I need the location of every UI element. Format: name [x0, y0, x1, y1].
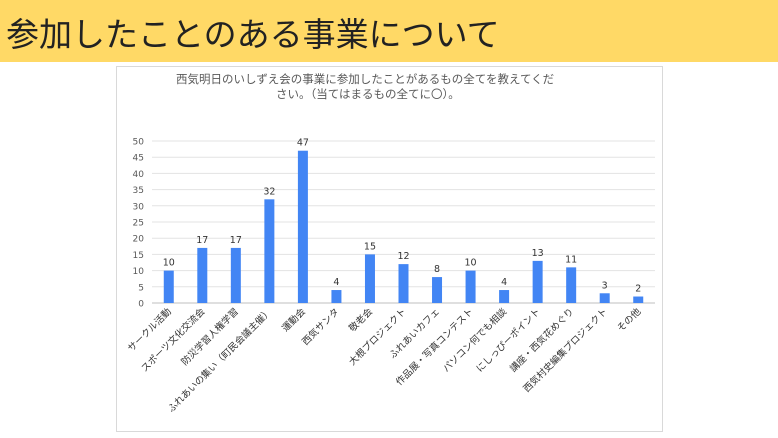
data-label: 15: [364, 241, 376, 252]
x-tick-label: にしっぴーポイント: [475, 306, 543, 374]
bar: [566, 267, 577, 303]
y-tick-label: 40: [133, 170, 145, 180]
bar: [331, 290, 342, 303]
data-label: 10: [465, 258, 477, 269]
bar: [230, 247, 241, 303]
x-tick-label: 防災学習人権学習: [179, 306, 241, 368]
page-title: 参加したことのある事業について: [6, 15, 500, 54]
y-tick-label: 30: [133, 202, 145, 212]
bar: [465, 270, 476, 303]
y-tick-label: 0: [138, 300, 144, 310]
data-label: 17: [196, 235, 208, 246]
bar: [297, 150, 308, 303]
x-tick-label: パソコン何でも相談: [440, 305, 509, 374]
data-label: 10: [163, 258, 175, 269]
data-label: 11: [565, 254, 577, 265]
x-tick-label: 運動会: [279, 305, 308, 334]
bar: [499, 290, 510, 303]
y-tick-label: 35: [133, 186, 144, 196]
bar: [364, 254, 375, 303]
data-label: 32: [263, 186, 275, 197]
y-tick-label: 45: [133, 154, 144, 164]
bar: [163, 270, 174, 303]
data-label: 12: [397, 251, 409, 262]
x-tick-label: その他: [615, 305, 644, 334]
y-tick-label: 15: [133, 251, 144, 261]
y-tick-label: 50: [133, 138, 145, 148]
chart-title-line-1: 西気明日のいしずえ会の事業に参加したことがあるもの全てを教えてくだ: [176, 72, 555, 86]
chart-title: 西気明日のいしずえ会の事業に参加したことがあるもの全てを教えてくだ さい。（当て…: [176, 72, 606, 102]
data-label: 3: [602, 280, 608, 291]
y-tick-label: 5: [138, 283, 144, 293]
y-tick-label: 20: [133, 235, 145, 245]
bar: [398, 264, 409, 303]
bar: [532, 260, 543, 303]
data-label: 17: [230, 235, 242, 246]
data-label: 4: [501, 277, 507, 288]
bar: [633, 296, 644, 303]
data-label: 13: [532, 248, 544, 259]
bar: [599, 293, 610, 303]
y-tick-label: 10: [133, 267, 145, 277]
bar: [432, 277, 443, 303]
y-tick-label: 25: [133, 219, 144, 229]
x-tick-label: スポーツ文化交流会: [139, 305, 208, 374]
x-tick-label: 敬老会: [346, 305, 375, 334]
chart-title-line-2: さい。（当てはまるもの全てに〇）。: [276, 87, 460, 101]
x-tick-label: 講座・西気花めぐり: [507, 306, 576, 375]
data-label: 2: [635, 284, 641, 295]
data-label: 47: [297, 138, 309, 149]
bar: [197, 247, 208, 303]
title-banner: 参加したことのある事業について: [0, 0, 778, 62]
x-tick-label: 大根プロジェクト: [346, 306, 408, 368]
bar: [264, 199, 275, 303]
data-label: 4: [333, 277, 339, 288]
data-label: 8: [434, 264, 440, 275]
